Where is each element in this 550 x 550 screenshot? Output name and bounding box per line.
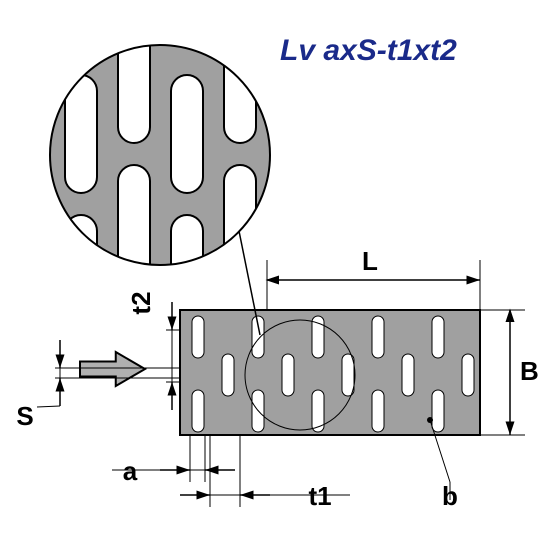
- diagram-title: Lv axS-t1xt2: [280, 34, 457, 67]
- dim-S-label: S: [16, 401, 33, 431]
- dim-B-label: B: [520, 356, 539, 386]
- dim-a-label: a: [123, 456, 138, 486]
- dim-t1-label: t1: [308, 481, 331, 511]
- dim-L-label: L: [362, 246, 378, 276]
- flow-arrow-icon: [80, 352, 145, 386]
- dim-b-label: b: [442, 481, 458, 511]
- dim-t2-label: t2: [126, 291, 156, 314]
